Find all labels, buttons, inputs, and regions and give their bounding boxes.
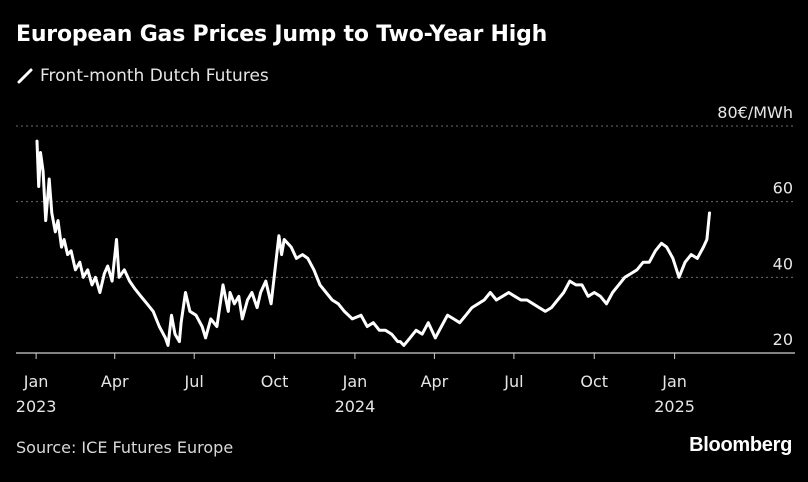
legend: Front-month Dutch Futures	[16, 66, 269, 86]
x-tick-year-label-4: 2024	[335, 397, 376, 416]
chart-title: European Gas Prices Jump to Two-Year Hig…	[16, 22, 548, 47]
x-tick-year-label-8: 2025	[654, 397, 695, 416]
legend-label: Front-month Dutch Futures	[40, 66, 269, 86]
x-tick-label-6: Jul	[503, 372, 523, 391]
x-tick-label-2: Jul	[184, 372, 204, 391]
x-tick-label-7: Oct	[580, 372, 608, 391]
grid-layer	[16, 125, 795, 354]
series-line-0	[35, 139, 711, 347]
y-tick-label-80: 80€/MWh	[717, 103, 793, 122]
bloomberg-logo: Bloomberg	[689, 434, 792, 456]
x-tick-label-1: Apr	[101, 372, 129, 391]
legend-line-swatch-icon	[17, 68, 33, 84]
y-tick-label-20: 20	[773, 330, 793, 349]
x-tick-label-5: Apr	[421, 372, 449, 391]
series-layer	[35, 139, 711, 347]
x-tick-label-3: Oct	[261, 372, 289, 391]
x-tick-label-4: Jan	[342, 372, 368, 391]
x-tick-label-8: Jan	[661, 372, 687, 391]
source-note: Source: ICE Futures Europe	[16, 438, 234, 457]
y-axis: 20 40 60 80€/MWh	[717, 103, 793, 349]
x-tick-year-label-0: 2023	[16, 397, 57, 416]
x-tick-label-0: Jan	[23, 372, 49, 391]
x-axis: Jan 2023 Apr Jul Oct Jan 2024 Apr Jul Oct Jan 2025	[16, 353, 695, 416]
y-tick-label-40: 40	[773, 254, 793, 273]
y-tick-label-60: 60	[773, 179, 793, 198]
